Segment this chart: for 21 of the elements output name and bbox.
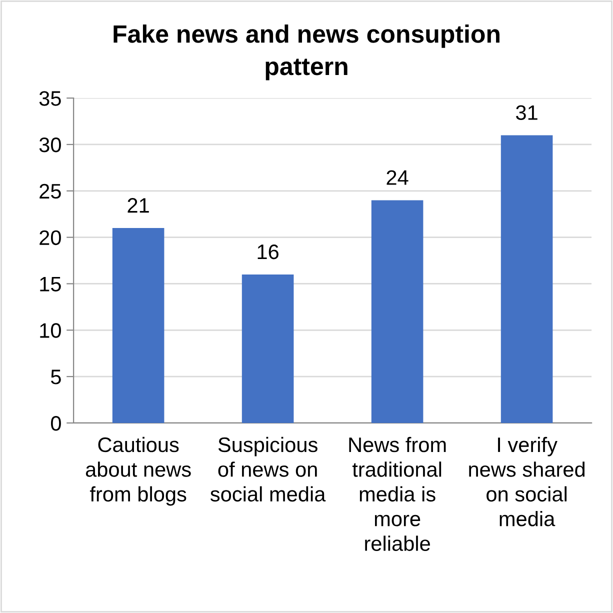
- x-tick-label: Cautious about news from blogs: [86, 436, 191, 506]
- y-tick-label: 25: [40, 184, 61, 199]
- x-tick-label: News from traditional media is more reliable: [349, 436, 446, 551]
- data-label: 31: [516, 105, 538, 120]
- y-tick-label: 5: [51, 370, 61, 384]
- y-tick-label: 30: [39, 137, 61, 152]
- bar: [242, 274, 294, 423]
- y-tick-label: 15: [40, 276, 61, 292]
- y-tick-label: 10: [40, 323, 61, 338]
- bar: [371, 200, 424, 423]
- bar: [112, 228, 164, 423]
- bar: [500, 135, 553, 423]
- y-tick-label: 35: [39, 91, 61, 106]
- data-label: 21: [128, 198, 149, 213]
- x-tick-label: Suspicious of news on social media: [210, 436, 326, 502]
- chart-title: Fake news and news consuption pattern: [114, 24, 500, 80]
- y-tick-label: 0: [50, 416, 61, 431]
- y-tick-label: 20: [40, 230, 61, 246]
- data-label: 24: [386, 170, 408, 185]
- data-label: 16: [258, 244, 278, 260]
- x-tick-label: I verify news shared on social media: [469, 436, 585, 526]
